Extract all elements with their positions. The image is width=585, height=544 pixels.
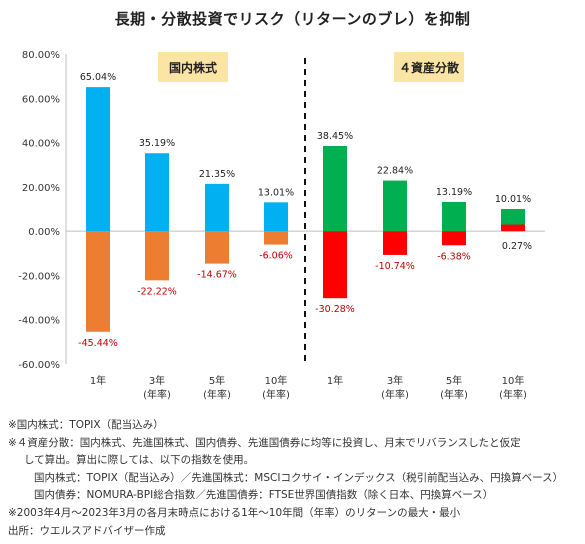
footnote-four-asset: ※４資産分散：国内株式、先進国株式、国内債券、先進国債券に均等に投資し、月末でリ… — [8, 436, 521, 449]
data-label-min: -10.74% — [375, 261, 415, 272]
y-tick-label: 20.00% — [22, 183, 60, 194]
x-tick-label: 3年 — [387, 374, 403, 387]
footnote-period: ※2003年4月～2023年3月の各月末時点における1年～10年間（年率）のリタ… — [8, 506, 461, 519]
footnote-domestic-stock: ※国内株式：TOPIX（配当込み） — [8, 419, 164, 431]
x-tick-label: 10年 — [502, 374, 525, 387]
bar-min — [501, 224, 525, 232]
data-label-min: 0.27% — [502, 241, 532, 252]
x-tick-label: (年率) — [262, 388, 290, 401]
data-label-max: 35.19% — [139, 138, 175, 149]
data-label-min: -30.28% — [315, 304, 355, 315]
y-tick-label: 0.00% — [28, 227, 60, 238]
data-label-min: -45.44% — [78, 338, 118, 349]
bar-max — [86, 87, 110, 232]
x-tick-label: 1年 — [327, 374, 343, 387]
group-label-box — [394, 52, 464, 82]
data-label-max: 10.01% — [495, 194, 531, 205]
data-label-min: -14.67% — [197, 270, 237, 281]
x-tick-label: (年率) — [499, 388, 527, 401]
bar-chart: 80.00% 60.00% 40.00% 20.00% 0.00% -20.00% -40.… — [18, 50, 545, 401]
bar-min — [323, 231, 347, 299]
bar-max — [383, 180, 407, 232]
x-tick-label: (年率) — [381, 388, 409, 401]
footnote-index-stocks: 国内株式：TOPIX（配当込み）／先進国株式：MSCIコクサイ・インデックス（税… — [34, 471, 564, 484]
y-tick-label: -40.00% — [18, 316, 60, 327]
x-tick-label: (年率) — [143, 388, 171, 401]
bar-min — [383, 231, 407, 255]
data-label-min: -6.06% — [259, 251, 293, 262]
data-label-max: 22.84% — [377, 166, 413, 177]
footnotes: ※国内株式：TOPIX（配当込み） ※４資産分散：国内株式、先進国株式、国内債券… — [8, 417, 580, 540]
x-tick-label: (年率) — [203, 388, 231, 401]
bar-min — [145, 231, 169, 281]
y-tick-label: 80.00% — [22, 50, 60, 61]
data-label-max: 38.45% — [317, 131, 353, 142]
chart-title: 長期・分散投資でリスク（リターンのブレ）を抑制 — [114, 10, 471, 28]
bar-max — [205, 183, 229, 232]
group-label: ４資産分散 — [399, 60, 460, 75]
data-label-max: 65.04% — [80, 72, 116, 83]
data-label-max: 13.19% — [436, 187, 472, 198]
bar-min — [442, 231, 466, 246]
x-tick-label: 1年 — [90, 374, 106, 387]
footnote-source: 出所：ウエルスアドバイザー作成 — [8, 524, 166, 537]
y-tick-label: 60.00% — [22, 94, 60, 105]
bar-min — [264, 231, 288, 245]
x-tick-label: 10年 — [265, 374, 288, 387]
y-tick-label: 40.00% — [22, 139, 60, 150]
x-tick-label: 5年 — [446, 374, 462, 387]
group-label: 国内株式 — [169, 60, 217, 75]
y-tick-label: -60.00% — [18, 360, 60, 371]
bar-max — [264, 202, 288, 232]
x-tick-label: (年率) — [440, 388, 468, 401]
data-label-min: -22.22% — [137, 286, 177, 297]
x-tick-label: 5年 — [209, 374, 225, 387]
bar-min — [86, 231, 110, 332]
data-label-max: 13.01% — [258, 187, 294, 198]
bar-max — [442, 201, 466, 232]
data-label-max: 21.35% — [199, 169, 235, 180]
bar-max — [323, 146, 347, 232]
data-label-min: -6.38% — [437, 251, 471, 262]
y-tick-label: -20.00% — [18, 271, 60, 282]
footnote-four-asset-cont: して算出。算出に際しては、以下の指数を使用。 — [24, 454, 255, 467]
group-label-box — [158, 52, 228, 82]
x-tick-label: 3年 — [149, 374, 165, 387]
bar-max — [145, 153, 169, 232]
footnote-index-bonds: 国内債券：NOMURA-BPI総合指数／先進国債券：FTSE世界国債指数（除く日… — [34, 489, 494, 502]
bar-min — [205, 231, 229, 264]
